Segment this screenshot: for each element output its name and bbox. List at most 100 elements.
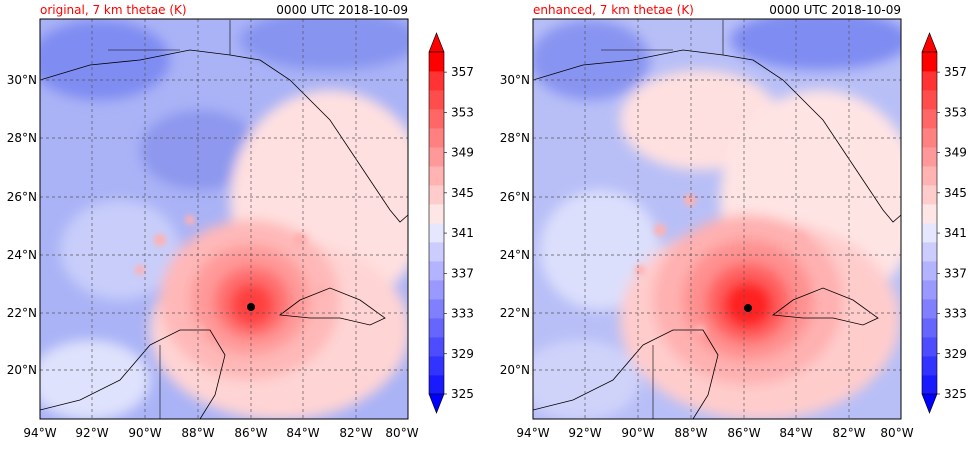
panel-title-right: 0000 UTC 2018-10-09	[276, 3, 408, 17]
storm-center-marker	[247, 303, 255, 311]
colorbar-bin	[429, 52, 444, 72]
colorbar-bin	[429, 280, 444, 300]
colorbar-bin	[922, 90, 937, 110]
colorbar-bin	[429, 375, 444, 395]
colorbar-tick-label: 349	[944, 146, 967, 160]
colorbar-bin	[922, 261, 937, 281]
lon-label: 90°W	[128, 426, 161, 440]
colorbar-bin	[922, 185, 937, 205]
colorbar-bin	[922, 147, 937, 167]
colorbar-bin	[922, 109, 937, 129]
lon-axis-labels: 94°W 92°W 90°W 88°W 86°W 84°W 82°W 80°W	[516, 426, 913, 440]
colorbar-tick-label: 341	[944, 226, 967, 240]
lon-label: 94°W	[23, 426, 56, 440]
colorbar-bin	[922, 128, 937, 148]
colorbar-under-extension	[428, 393, 445, 414]
colorbar-bin	[922, 52, 937, 72]
map-panel-enhanced: enhanced, 7 km thetae (K) 0000 UTC 2018-…	[500, 3, 967, 440]
colorbar-bin	[429, 356, 444, 376]
lat-label: 20°N	[500, 363, 530, 377]
colorbar-under-extension	[921, 393, 938, 414]
colorbar-over-extension	[921, 32, 938, 53]
colorbar-bin	[429, 204, 444, 224]
thetae-field	[533, 19, 901, 419]
lon-label: 84°W	[286, 426, 319, 440]
colorbar-tick-label: 325	[451, 387, 474, 401]
colorbar-bin	[922, 375, 937, 395]
lat-label: 20°N	[7, 363, 37, 377]
colorbar-tick-label: 333	[451, 307, 474, 321]
colorbar-bin	[429, 71, 444, 91]
colorbar-tick-label: 345	[451, 186, 474, 200]
lon-axis-labels: 94°W 92°W 90°W 88°W 86°W 84°W 82°W 80°W	[23, 426, 418, 440]
colorbar-border	[921, 51, 938, 395]
colorbar-bin	[922, 71, 937, 91]
panel-title-left: original, 7 km thetae (K)	[40, 3, 187, 17]
lon-label: 88°W	[181, 426, 214, 440]
colorbar-bin	[429, 261, 444, 281]
lat-label: 26°N	[7, 190, 37, 204]
colorbar-tick-label: 345	[944, 186, 967, 200]
colorbar-bin	[429, 90, 444, 110]
thetae-field	[40, 19, 408, 419]
lon-label: 90°W	[621, 426, 654, 440]
colorbar-bin	[429, 147, 444, 167]
lon-label: 88°W	[674, 426, 707, 440]
colorbar-bin	[429, 337, 444, 357]
lon-label: 94°W	[516, 426, 549, 440]
lat-label: 22°N	[7, 306, 37, 320]
lat-label: 28°N	[7, 131, 37, 145]
colorbar-tick-label: 349	[451, 146, 474, 160]
colorbar-bin	[922, 166, 937, 186]
colorbar-tick-label: 329	[944, 347, 967, 361]
lon-label: 92°W	[75, 426, 108, 440]
colorbar-tick-label: 325	[944, 387, 967, 401]
map-panel-original: original, 7 km thetae (K) 0000 UTC 2018-…	[7, 3, 474, 440]
colorbar-bin	[922, 299, 937, 319]
colorbar: 325 329 333 337 341 345 349 353 357	[428, 32, 474, 414]
colorbar-bin	[922, 223, 937, 243]
lat-axis-labels: 30°N 28°N 26°N 24°N 22°N 20°N	[500, 73, 530, 377]
colorbar-bin	[429, 109, 444, 129]
colorbar-tick-label: 329	[451, 347, 474, 361]
colorbar-tick-label: 341	[451, 226, 474, 240]
colorbar-bin	[429, 318, 444, 338]
panel-title-left: enhanced, 7 km thetae (K)	[533, 3, 694, 17]
colorbar-bin	[922, 337, 937, 357]
lat-label: 28°N	[500, 131, 530, 145]
lon-label: 92°W	[568, 426, 601, 440]
lat-label: 30°N	[500, 73, 530, 87]
gridlines	[40, 19, 408, 419]
lat-label: 30°N	[7, 73, 37, 87]
colorbar-over-extension	[428, 32, 445, 53]
colorbar-bin	[429, 128, 444, 148]
panel-title-right: 0000 UTC 2018-10-09	[769, 3, 901, 17]
colorbar-bin	[922, 204, 937, 224]
colorbar-border	[428, 51, 445, 395]
colorbar-tick-label: 337	[451, 266, 474, 280]
colorbar-bin	[922, 280, 937, 300]
lon-label: 82°W	[832, 426, 865, 440]
lon-label: 80°W	[385, 426, 418, 440]
colorbar-tick-label: 353	[944, 105, 967, 119]
colorbar-bin	[429, 223, 444, 243]
colorbar-bin	[922, 318, 937, 338]
lat-label: 22°N	[500, 306, 530, 320]
lat-label: 26°N	[500, 190, 530, 204]
colorbar: 325 329 333 337 341 345 349 353 357	[921, 32, 967, 414]
colorbar-bin	[429, 166, 444, 186]
lon-label: 84°W	[779, 426, 812, 440]
colorbar-bin	[429, 299, 444, 319]
colorbar-tick-label: 353	[451, 105, 474, 119]
colorbar-tick-label: 357	[944, 65, 967, 79]
storm-center-marker	[744, 304, 752, 312]
lat-axis-labels: 30°N 28°N 26°N 24°N 22°N 20°N	[7, 73, 37, 377]
lon-label: 86°W	[727, 426, 760, 440]
lat-label: 24°N	[7, 248, 37, 262]
colorbar-bin	[922, 242, 937, 262]
lon-label: 86°W	[234, 426, 267, 440]
colorbar-tick-label: 333	[944, 307, 967, 321]
colorbar-bin	[429, 185, 444, 205]
colorbar-tick-label: 357	[451, 65, 474, 79]
gridlines	[533, 19, 901, 419]
